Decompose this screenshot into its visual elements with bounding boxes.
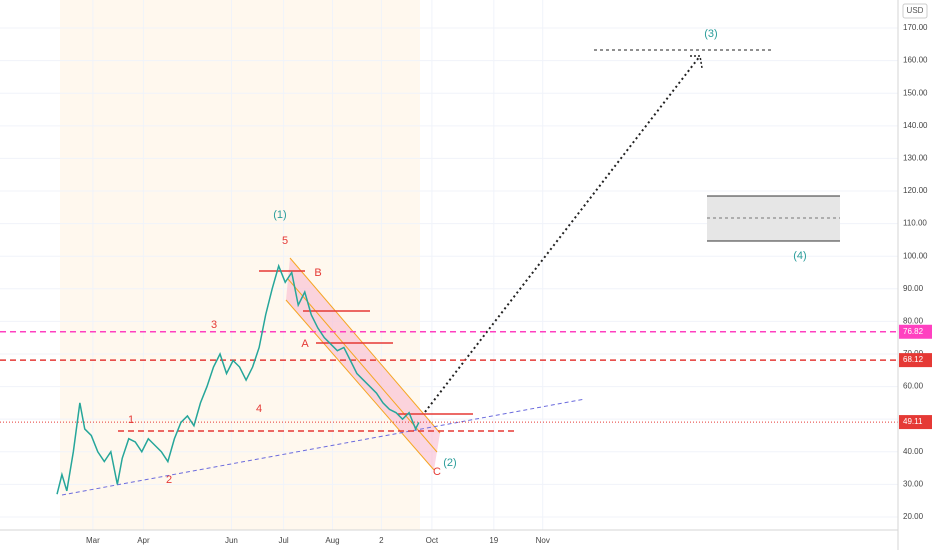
session-shade: [60, 0, 420, 530]
y-tick-label: 150.00: [903, 88, 928, 97]
axes: 20.0030.0040.0050.0060.0070.0080.0090.00…: [86, 23, 932, 545]
x-tick-label: 19: [489, 536, 498, 545]
wave-label: 3: [211, 319, 217, 331]
wave-label: (4): [793, 250, 806, 262]
level-badge: [899, 415, 932, 430]
x-tick-label: Oct: [426, 536, 439, 545]
x-tick-label: Jul: [278, 536, 288, 545]
level-label: 76.82: [903, 327, 924, 336]
y-tick-label: 140.00: [903, 121, 928, 130]
x-tick-label: Nov: [536, 536, 550, 545]
wave-label: (1): [273, 209, 286, 221]
wave-label: A: [301, 338, 309, 350]
channel-line: [289, 257, 441, 434]
series: [56, 263, 420, 495]
wave-label: 2: [166, 474, 172, 486]
x-tick-label: Jun: [225, 536, 238, 545]
wave-label: (3): [704, 28, 717, 40]
y-tick-label: 20.00: [903, 512, 924, 521]
projection-arrow: [424, 55, 701, 413]
level-label: 49.11: [903, 417, 923, 426]
currency-badge: [902, 3, 928, 19]
x-tick-label: Mar: [86, 536, 100, 545]
wave-label: 4: [256, 403, 262, 415]
y-tick-label: 170.00: [903, 23, 928, 32]
y-tick-label: 110.00: [903, 219, 927, 228]
level-badge: [899, 353, 932, 368]
level-badge: [899, 324, 932, 339]
wave-label: (2): [443, 457, 456, 469]
wave-label: B: [314, 267, 321, 279]
y-tick-label: 130.00: [903, 154, 928, 163]
arrow-head: [690, 55, 703, 69]
annotations: 1 2 3 4 5 A B C (1) (2) (3) (4): [128, 28, 807, 486]
y-tick-label: 80.00: [903, 316, 924, 325]
drawings: [0, 49, 898, 496]
channel-line: [287, 278, 438, 453]
wave-label: C: [433, 466, 441, 478]
x-tick-label: Aug: [325, 536, 339, 545]
currency: USD: [907, 6, 924, 15]
price-line: [56, 263, 420, 495]
y-tick-label: 100.00: [903, 251, 928, 260]
level-label: 68.12: [903, 355, 924, 364]
y-tick-label: 40.00: [903, 447, 924, 456]
price-axis: [898, 0, 932, 550]
y-tick-label: 30.00: [903, 479, 924, 488]
y-tick-label: 90.00: [903, 284, 924, 293]
y-tick-label: 120.00: [903, 186, 928, 195]
x-tick-label: 2: [379, 536, 384, 545]
y-tick-label: 60.00: [903, 382, 924, 391]
wave-label: 5: [282, 235, 288, 247]
wave-label: 1: [128, 414, 134, 426]
x-tick-label: Apr: [137, 536, 150, 545]
trendline: [61, 398, 586, 496]
y-tick-label: 160.00: [903, 56, 928, 65]
channel-line: [285, 299, 435, 471]
